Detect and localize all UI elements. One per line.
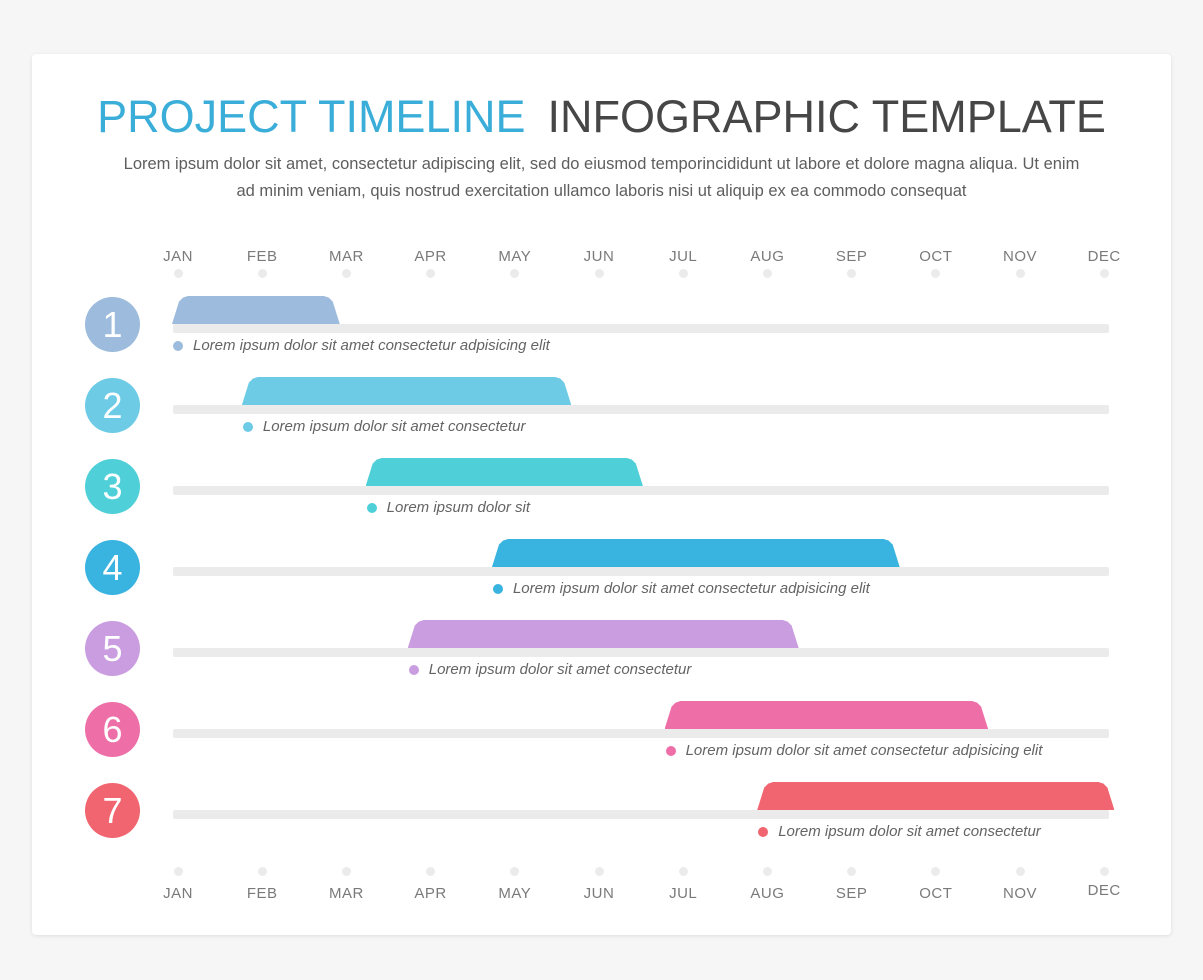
task-track-5 bbox=[173, 648, 1109, 657]
month-tick-top-jan bbox=[173, 269, 183, 278]
month-tick-bottom-dec bbox=[1099, 867, 1109, 876]
task-track-7 bbox=[173, 810, 1109, 819]
month-tick-top-aug bbox=[762, 269, 772, 278]
task-marker-dot-4 bbox=[492, 584, 503, 594]
month-tick-bottom-mar bbox=[341, 867, 351, 876]
task-bar-2 bbox=[242, 377, 571, 405]
task-label-6: Lorem ipsum dolor sit amet consectetur a… bbox=[685, 742, 1043, 759]
month-label-top-nov: NOV bbox=[1002, 248, 1037, 265]
month-label-bottom-jun: JUN bbox=[583, 885, 615, 902]
month-tick-top-jun bbox=[594, 269, 604, 278]
month-tick-bottom-sep bbox=[847, 867, 857, 876]
task-track-2 bbox=[173, 405, 1109, 414]
month-tick-top-jul bbox=[678, 269, 688, 278]
title-highlight: PROJECT TIMELINE bbox=[97, 91, 526, 142]
task-label-4: Lorem ipsum dolor sit amet consectetur a… bbox=[512, 580, 870, 597]
month-tick-bottom-may bbox=[510, 867, 520, 876]
task-number-badge-5: 5 bbox=[85, 621, 140, 676]
task-number-badge-2: 2 bbox=[85, 378, 140, 433]
title-rest: INFOGRAPHIC TEMPLATE bbox=[547, 91, 1106, 142]
month-tick-bottom-nov bbox=[1015, 867, 1025, 876]
month-tick-top-sep bbox=[847, 269, 857, 278]
month-label-top-jan: JAN bbox=[163, 248, 193, 265]
month-tick-bottom-feb bbox=[257, 867, 267, 876]
month-label-bottom-may: MAY bbox=[498, 885, 532, 902]
month-label-top-feb: FEB bbox=[246, 248, 278, 265]
month-label-top-apr: APR bbox=[414, 248, 447, 265]
task-marker-dot-2 bbox=[242, 422, 253, 432]
task-number-badge-6: 6 bbox=[85, 702, 140, 757]
month-tick-bottom-jul bbox=[678, 867, 688, 876]
task-marker-dot-3 bbox=[366, 503, 377, 513]
month-label-bottom-sep: SEP bbox=[835, 885, 868, 902]
month-tick-top-may bbox=[510, 269, 520, 278]
task-track-3 bbox=[173, 486, 1109, 495]
month-label-bottom-aug: AUG bbox=[750, 885, 785, 902]
task-bar-3 bbox=[366, 458, 643, 486]
month-label-top-may: MAY bbox=[498, 248, 532, 265]
task-bar-6 bbox=[665, 701, 989, 729]
month-label-bottom-jan: JAN bbox=[163, 885, 193, 902]
month-tick-bottom-apr bbox=[426, 867, 436, 876]
month-label-top-dec: DEC bbox=[1087, 248, 1121, 265]
month-tick-top-dec bbox=[1099, 269, 1109, 278]
page-title: PROJECT TIMELINE INFOGRAPHIC TEMPLATE bbox=[0, 92, 1203, 142]
task-number-badge-4: 4 bbox=[85, 540, 140, 595]
task-marker-dot-7 bbox=[758, 827, 769, 837]
task-marker-dot-5 bbox=[408, 665, 419, 675]
task-bar-5 bbox=[408, 620, 799, 648]
task-label-3: Lorem ipsum dolor sit bbox=[386, 499, 531, 516]
task-label-2: Lorem ipsum dolor sit amet consectetur bbox=[262, 418, 526, 435]
month-label-bottom-mar: MAR bbox=[328, 885, 364, 902]
task-bar-4 bbox=[492, 539, 900, 567]
month-label-top-jun: JUN bbox=[583, 248, 615, 265]
month-label-top-jul: JUL bbox=[669, 248, 698, 265]
task-bar-1 bbox=[172, 296, 340, 324]
task-marker-dot-1 bbox=[173, 341, 183, 351]
month-tick-top-nov bbox=[1015, 269, 1025, 278]
month-label-top-aug: AUG bbox=[750, 248, 785, 265]
task-track-1 bbox=[173, 324, 1109, 333]
month-tick-top-oct bbox=[931, 269, 941, 278]
task-label-5: Lorem ipsum dolor sit amet consectetur bbox=[428, 661, 692, 678]
month-label-bottom-nov: NOV bbox=[1002, 885, 1037, 902]
month-tick-bottom-jun bbox=[594, 867, 604, 876]
month-tick-bottom-jan bbox=[173, 867, 183, 876]
page-subtitle: Lorem ipsum dolor sit amet, consectetur … bbox=[123, 155, 1080, 200]
month-tick-bottom-oct bbox=[931, 867, 941, 876]
month-label-bottom-dec: DEC bbox=[1087, 882, 1121, 899]
task-bar-7 bbox=[757, 782, 1114, 810]
month-tick-top-apr bbox=[426, 269, 436, 278]
task-track-4 bbox=[173, 567, 1109, 576]
month-label-bottom-feb: FEB bbox=[246, 885, 278, 902]
month-label-top-oct: OCT bbox=[919, 248, 953, 265]
task-number-badge-7: 7 bbox=[85, 783, 140, 838]
month-label-bottom-oct: OCT bbox=[919, 885, 953, 902]
task-number-badge-3: 3 bbox=[85, 459, 140, 514]
month-label-bottom-jul: JUL bbox=[669, 885, 698, 902]
month-label-bottom-apr: APR bbox=[414, 885, 447, 902]
month-tick-bottom-aug bbox=[762, 867, 772, 876]
month-label-top-sep: SEP bbox=[835, 248, 868, 265]
task-marker-dot-6 bbox=[665, 746, 676, 756]
task-label-7: Lorem ipsum dolor sit amet consectetur bbox=[778, 823, 1041, 840]
month-label-top-mar: MAR bbox=[328, 248, 364, 265]
month-tick-top-feb bbox=[257, 269, 267, 278]
task-label-1: Lorem ipsum dolor sit amet consectetur a… bbox=[193, 337, 550, 354]
task-number-badge-1: 1 bbox=[85, 297, 140, 352]
month-tick-top-mar bbox=[341, 269, 351, 278]
task-track-6 bbox=[173, 729, 1109, 738]
